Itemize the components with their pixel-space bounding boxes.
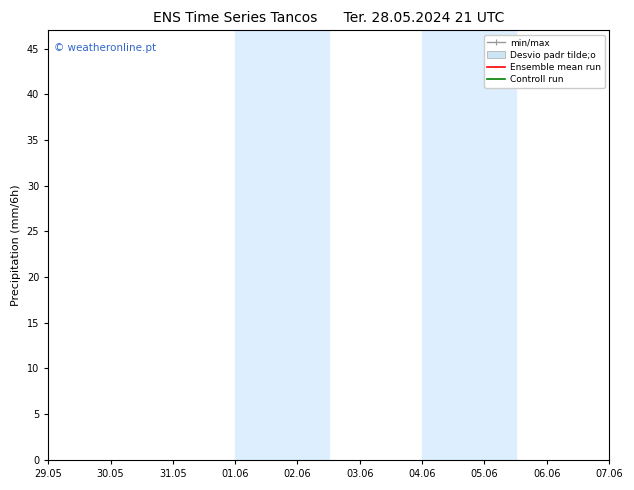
Y-axis label: Precipitation (mm/6h): Precipitation (mm/6h) bbox=[11, 184, 21, 306]
Bar bbox=[235, 30, 328, 460]
Title: ENS Time Series Tancos      Ter. 28.05.2024 21 UTC: ENS Time Series Tancos Ter. 28.05.2024 2… bbox=[153, 11, 504, 25]
Legend: min/max, Desvio padr tilde;o, Ensemble mean run, Controll run: min/max, Desvio padr tilde;o, Ensemble m… bbox=[484, 35, 605, 88]
Bar bbox=[422, 30, 515, 460]
Text: © weatheronline.pt: © weatheronline.pt bbox=[54, 43, 156, 53]
